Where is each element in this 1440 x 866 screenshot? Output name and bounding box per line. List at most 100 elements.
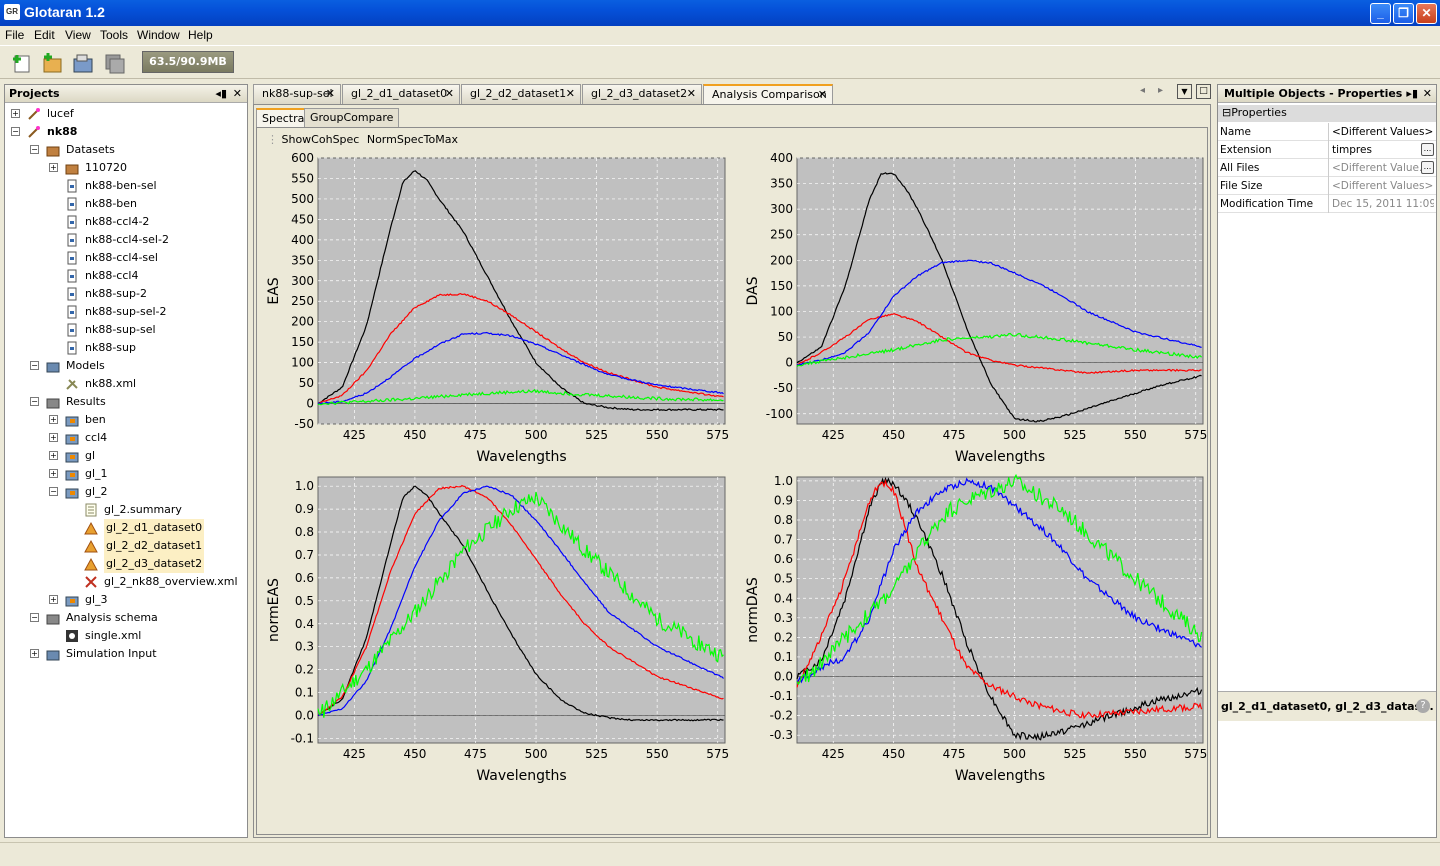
expand-icon[interactable]: + [11, 109, 20, 118]
close-button[interactable]: ✕ [1416, 3, 1437, 24]
x-tick-label: 575 [1184, 428, 1207, 442]
menu-view[interactable]: View [65, 28, 91, 42]
tab-list-dropdown-icon[interactable]: ▼ [1177, 84, 1192, 99]
property-value[interactable]: Dec 15, 2011 11:09... [1328, 195, 1434, 213]
x-tick-label: 425 [343, 428, 366, 442]
menu-window[interactable]: Window [137, 28, 180, 42]
status-bar [0, 842, 1440, 866]
memory-indicator[interactable]: 63.5/90.9MB [142, 51, 234, 73]
close-tab-icon[interactable]: ✕ [817, 88, 827, 101]
minimize-panel-icon[interactable]: ◂▮ [215, 87, 227, 100]
x-tick-label: 475 [943, 428, 966, 442]
minimize-button[interactable]: _ [1370, 3, 1391, 24]
open-project-icon[interactable] [71, 51, 95, 75]
tab-gl-2-d2-dataset1[interactable]: gl_2_d2_dataset1 ✕ [461, 84, 581, 104]
y-tick-label: 300 [291, 274, 314, 288]
series-line-2 [317, 485, 724, 716]
y-tick-label: 200 [291, 315, 314, 329]
property-value[interactable]: <Different Values> [1328, 177, 1434, 195]
close-panel-icon[interactable]: ✕ [232, 87, 242, 100]
menu-tools[interactable]: Tools [100, 28, 129, 42]
property-row[interactable]: Extension timpres... [1218, 141, 1436, 159]
tree-item-label: nk88-ccl4-sel [85, 251, 158, 264]
tab-label: gl_2_d3_dataset2 [591, 87, 688, 100]
tab-gl-2-d3-dataset2[interactable]: gl_2_d3_dataset2 ✕ [582, 84, 702, 104]
expand-icon[interactable]: + [49, 163, 58, 172]
collapse-icon[interactable]: ⊟ [1222, 106, 1232, 119]
tree-item-label: single.xml [85, 629, 142, 642]
show-coh-spec-toggle[interactable]: ShowCohSpec [281, 133, 360, 146]
tab-label: nk88-sup-sel [262, 87, 333, 100]
close-tab-icon[interactable]: ✕ [325, 87, 335, 100]
menu-file[interactable]: File [5, 28, 25, 42]
y-tick-label: 0.8 [774, 513, 793, 527]
help-icon[interactable]: ? [1416, 699, 1430, 713]
results-folder-icon [46, 398, 60, 409]
property-value[interactable]: timpres [1328, 141, 1434, 159]
expand-icon[interactable]: + [49, 595, 58, 604]
collapse-icon[interactable]: − [11, 127, 20, 136]
overview-xml-icon [85, 576, 97, 588]
scroll-tabs-left-icon[interactable]: ◂ [1140, 85, 1146, 96]
tab-analysis-comparison[interactable]: Analysis Comparison ✕ [703, 84, 833, 104]
close-tab-icon[interactable]: ✕ [565, 87, 575, 100]
y-tick-label: 0.0 [774, 670, 793, 684]
tab-nk88-sup-sel[interactable]: nk88-sup-sel ✕ [253, 84, 341, 104]
expand-icon[interactable]: + [30, 649, 39, 658]
expand-icon[interactable]: + [49, 433, 58, 442]
tree-item-label: gl_2_nk88_overview.xml [104, 575, 238, 588]
ellipsis-button[interactable]: ... [1421, 161, 1434, 174]
expand-icon[interactable]: + [49, 415, 58, 424]
new-file-icon[interactable] [40, 51, 64, 75]
y-tick-label: -0.1 [770, 689, 793, 703]
subtab-groupcompare[interactable]: GroupCompare [304, 108, 400, 127]
expand-icon[interactable]: + [49, 451, 58, 460]
property-value[interactable]: <Different Values> [1328, 123, 1434, 141]
y-tick-label: 0.3 [774, 611, 793, 625]
collapse-icon[interactable]: − [30, 361, 39, 370]
summary-file-icon [85, 503, 97, 517]
y-tick-label: 200 [770, 253, 793, 267]
property-row[interactable]: File Size <Different Values> [1218, 177, 1436, 195]
property-row[interactable]: All Files <Different Value...... [1218, 159, 1436, 177]
menu-edit[interactable]: Edit [34, 28, 55, 42]
new-project-icon[interactable] [10, 51, 34, 75]
ellipsis-button[interactable]: ... [1421, 143, 1434, 156]
y-tick-label: 600 [291, 151, 314, 165]
collapse-icon[interactable]: − [30, 613, 39, 622]
minimize-panel-icon[interactable]: ▸▮ [1406, 87, 1418, 100]
tree-item-label: gl_2_d3_dataset2 [104, 555, 205, 573]
tree-item-label: gl_2 [85, 485, 108, 498]
properties-section[interactable]: ⊟Properties [1218, 105, 1436, 122]
collapse-icon[interactable]: − [30, 397, 39, 406]
maximize-window-icon[interactable]: □ [1196, 84, 1211, 99]
norm-spec-to-max-toggle[interactable]: NormSpecToMax [366, 133, 458, 146]
charts-canvas: 425 450 475 500 525 550 5756005505004504003503… [266, 151, 1207, 784]
result-folder-icon [65, 434, 79, 445]
close-panel-icon[interactable]: ✕ [1422, 87, 1432, 100]
property-row[interactable]: Modification Time Dec 15, 2011 11:09... [1218, 195, 1436, 213]
tree-item-label: gl_1 [85, 467, 108, 480]
series-line-3 [796, 473, 1203, 686]
collapse-icon[interactable]: − [30, 145, 39, 154]
expand-icon[interactable]: + [49, 469, 58, 478]
x-tick-label: 450 [882, 747, 905, 761]
property-row[interactable]: Name <Different Values> [1218, 123, 1436, 141]
y-tick-label: 0.4 [295, 617, 314, 631]
subtab-spectra[interactable]: Spectra [256, 108, 311, 127]
tree-item-label: Results [66, 395, 106, 408]
collapse-icon[interactable]: − [49, 487, 58, 496]
save-all-icon[interactable] [102, 51, 126, 75]
menu-help[interactable]: Help [188, 28, 213, 42]
maximize-button[interactable]: ❐ [1393, 3, 1414, 24]
dataset-file-icon [67, 251, 77, 265]
tab-gl-2-d1-dataset0[interactable]: gl_2_d1_dataset0 ✕ [342, 84, 460, 104]
scroll-tabs-right-icon[interactable]: ▸ [1158, 85, 1164, 96]
series-line-2 [796, 259, 1202, 366]
property-value[interactable]: <Different Value... [1328, 159, 1434, 177]
y-tick-label: 0.2 [774, 630, 793, 644]
tree-item-label: nk88-sup-sel [85, 323, 156, 336]
close-tab-icon[interactable]: ✕ [444, 87, 454, 100]
dataset-file-icon [67, 305, 77, 319]
close-tab-icon[interactable]: ✕ [686, 87, 696, 100]
